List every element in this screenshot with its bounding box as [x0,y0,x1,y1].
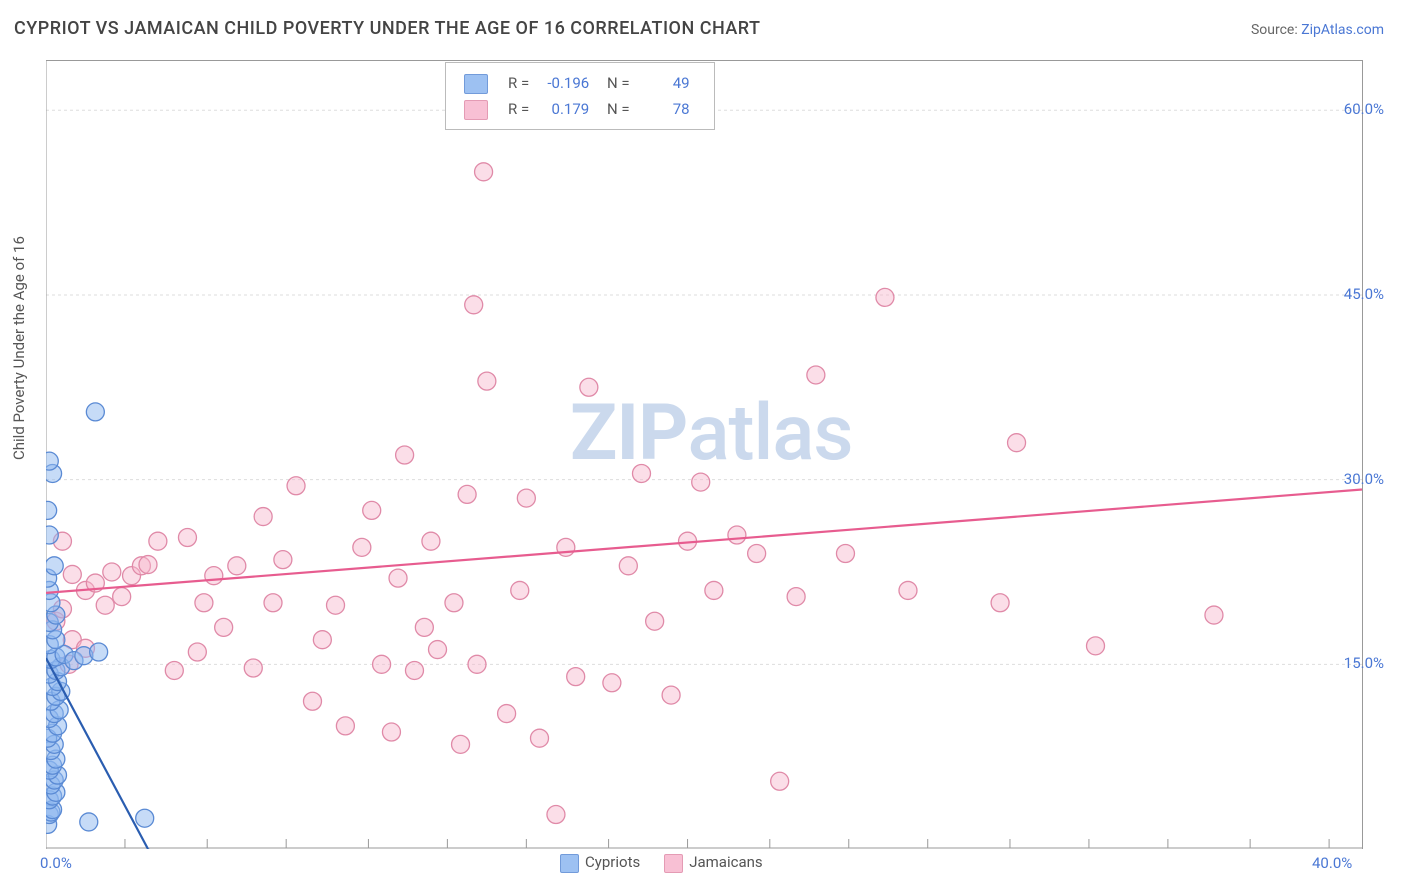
n-label: N [607,74,618,92]
stats-row-cypriots: R = -0.196 N = 49 [458,71,696,95]
eq: = [521,74,529,92]
watermark-small: atlas [687,388,852,479]
source-label: Source: [1251,22,1298,38]
legend-label: Cypriots [585,853,640,871]
ytick-label: 60.0% [1344,100,1384,118]
source-credit: Source: ZipAtlas.com [1251,22,1384,38]
series-legend: Cypriots Jamaicans [560,853,763,873]
eq: = [621,74,629,92]
swatch-icon [464,100,488,120]
r-label: R [508,74,517,92]
eq: = [621,100,629,118]
n-value: 49 [644,71,690,95]
n-value: 78 [644,97,690,121]
watermark: ZIPatlas [570,388,853,479]
ytick-label: 30.0% [1344,470,1384,488]
xtick-label: 0.0% [40,854,72,872]
stats-row-jamaicans: R = 0.179 N = 78 [458,97,696,121]
xtick-label: 40.0% [1312,854,1352,872]
chart-title: CYPRIOT VS JAMAICAN CHILD POVERTY UNDER … [14,18,761,39]
ytick-label: 45.0% [1344,285,1384,303]
r-label: R [508,100,517,118]
swatch-icon [464,74,488,94]
stats-legend: R = -0.196 N = 49 R = 0.179 N = 78 [445,62,715,130]
r-value: 0.179 [543,97,589,121]
y-axis-label: Child Poverty Under the Age of 16 [10,236,28,460]
source-link[interactable]: ZipAtlas.com [1301,22,1384,38]
watermark-big: ZIP [570,388,687,479]
ytick-label: 15.0% [1344,654,1384,672]
n-label: N [607,100,618,118]
legend-item-cypriots: Cypriots [560,853,640,873]
swatch-icon [560,854,579,873]
legend-label: Jamaicans [689,853,762,871]
swatch-icon [664,854,683,873]
legend-item-jamaicans: Jamaicans [664,853,762,873]
eq: = [521,100,529,118]
r-value: -0.196 [543,71,589,95]
